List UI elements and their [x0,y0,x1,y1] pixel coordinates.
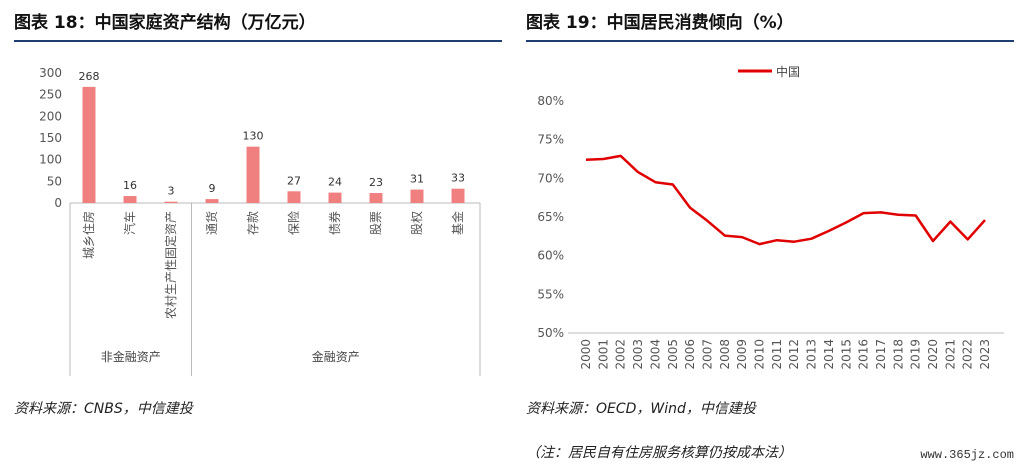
x-tick-label: 基金 [450,211,465,235]
watermark: www.365jz.com [920,448,1014,462]
x-tick-label: 股权 [410,211,424,235]
y-tick-label: 70% [537,171,564,185]
x-tick-label: 股票 [369,211,383,235]
line-chart: 50%55%60%65%70%75%80%2000 2001 2002 2003 200… [537,64,1004,370]
data-label: 268 [79,70,100,83]
x-tick-label: 2014 [822,339,836,370]
x-tick-label: 2000 [579,339,593,370]
y-tick-label: 150 [39,131,62,145]
x-tick-label: 2010 [753,339,767,370]
x-tick-label: 2006 [683,339,697,370]
data-label: 130 [243,130,264,143]
x-tick-label: 2016 [857,339,871,370]
x-tick-label: 农村生产性固定资产 [163,211,178,319]
left-source: 资料来源：CNBS，中信建投 [14,401,193,417]
group-label: 非金融资产 [101,349,161,364]
x-tick-label: 通货 [204,211,219,235]
y-tick-label: 50% [537,326,564,340]
y-tick-label: 65% [537,210,564,224]
x-tick-label: 2005 [666,339,680,370]
data-label: 16 [123,179,137,192]
x-tick-label: 2015 [839,339,853,370]
bar [410,189,424,203]
left-chart-title: 图表 18：中国家庭资产结构（万亿元） [14,13,316,33]
bar [164,201,178,203]
x-tick-label: 2012 [787,339,801,370]
right-source: 资料来源：OECD，Wind，中信建投 [526,401,756,417]
y-tick-label: 50 [47,174,62,188]
x-tick-label: 存款 [246,211,260,235]
data-label: 27 [287,174,301,187]
data-label: 23 [369,176,383,189]
x-tick-label: 2018 [891,339,905,370]
x-tick-label: 2001 [596,339,610,370]
bar [328,192,342,203]
x-tick-label: 2011 [770,339,784,370]
x-tick-label: 2019 [909,339,923,370]
y-tick-label: 80% [537,94,564,108]
x-tick-label: 2008 [718,339,732,370]
left-title-rule [14,40,502,42]
right-title-rule [526,40,1014,42]
y-tick-label: 75% [537,133,564,147]
x-tick-label: 债券 [327,211,342,235]
x-tick-label: 2022 [961,339,975,370]
bar [246,146,260,203]
y-tick-label: 60% [537,249,564,263]
bar [82,86,96,203]
right-note: （注：居民自有住房服务核算仍按成本法） [526,445,792,461]
right-chart-title: 图表 19：中国居民消费倾向（%） [526,13,794,33]
y-tick-label: 250 [39,88,62,102]
x-tick-label: 2017 [874,339,888,370]
data-label: 31 [410,173,424,186]
y-tick-label: 55% [537,287,564,301]
y-tick-label: 0 [54,196,62,210]
x-tick-label: 城乡住房 [81,211,96,259]
data-label: 3 [168,185,175,198]
bar-chart: 0 50 100 150 200 250 300 268 城乡住房 16 汽车 3 农村生产性固定资产 9… [39,66,481,376]
bar [451,188,465,203]
x-tick-label: 汽车 [122,211,137,235]
y-tick-label: 300 [39,66,62,80]
data-label: 9 [209,182,216,195]
bar [369,193,383,203]
x-tick-label: 2002 [614,339,628,370]
x-tick-label: 保险 [286,211,301,235]
x-tick-label: 2007 [700,339,714,370]
x-tick-label: 2013 [805,339,819,370]
x-tick-label: 2004 [648,339,662,370]
data-label: 24 [328,176,342,189]
x-tick-label: 2021 [943,339,957,370]
x-tick-label: 2003 [631,339,645,370]
bar [287,191,301,203]
data-label: 33 [451,172,465,185]
x-tick-label: 2020 [926,339,940,370]
bar [123,196,137,203]
x-tick-label: 2009 [735,339,749,370]
bar [205,199,219,203]
y-tick-label: 100 [39,153,62,167]
y-tick-label: 200 [39,109,62,123]
series-line [585,154,986,246]
x-tick-label: 2023 [978,339,992,370]
legend-label: 中国 [776,64,800,79]
group-label: 金融资产 [312,349,360,364]
